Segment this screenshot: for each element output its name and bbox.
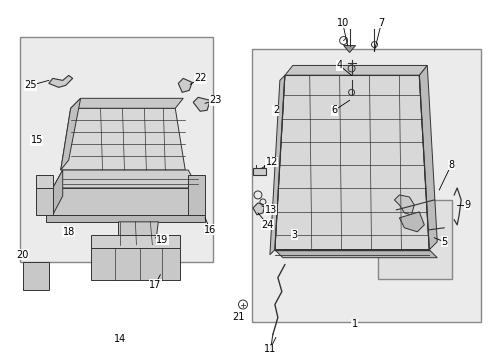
Text: 17: 17 <box>149 280 161 289</box>
Text: 24: 24 <box>261 220 274 230</box>
Text: 19: 19 <box>156 235 168 245</box>
Polygon shape <box>49 75 73 87</box>
Polygon shape <box>178 78 192 92</box>
Text: 4: 4 <box>336 60 342 71</box>
Text: 13: 13 <box>264 205 277 215</box>
Text: 14: 14 <box>114 334 126 345</box>
Text: 12: 12 <box>265 157 278 167</box>
Polygon shape <box>71 98 183 108</box>
Polygon shape <box>118 222 158 245</box>
Polygon shape <box>252 203 264 215</box>
Polygon shape <box>36 188 53 215</box>
Text: 3: 3 <box>291 230 297 240</box>
Polygon shape <box>46 215 205 222</box>
Text: 11: 11 <box>263 345 275 354</box>
Bar <box>20 37 212 262</box>
Text: 2: 2 <box>272 105 279 115</box>
Text: 10: 10 <box>336 18 348 28</box>
Text: 5: 5 <box>440 237 447 247</box>
Polygon shape <box>23 262 49 289</box>
Polygon shape <box>419 66 436 250</box>
Polygon shape <box>274 250 436 258</box>
Polygon shape <box>269 75 285 255</box>
Polygon shape <box>61 98 81 170</box>
Bar <box>378 200 450 279</box>
Polygon shape <box>188 175 205 215</box>
Polygon shape <box>394 195 413 215</box>
Polygon shape <box>36 175 53 188</box>
Polygon shape <box>53 188 198 215</box>
Text: 21: 21 <box>231 312 244 323</box>
Text: 9: 9 <box>463 200 469 210</box>
Text: 20: 20 <box>17 250 29 260</box>
Polygon shape <box>53 170 198 188</box>
Polygon shape <box>193 97 210 111</box>
Text: 6: 6 <box>331 105 337 115</box>
Text: 8: 8 <box>447 160 453 170</box>
Polygon shape <box>53 170 62 215</box>
Polygon shape <box>61 108 185 170</box>
Text: 15: 15 <box>31 135 43 145</box>
Polygon shape <box>285 66 427 75</box>
Text: 16: 16 <box>203 225 216 235</box>
Text: 22: 22 <box>194 73 206 84</box>
Bar <box>251 49 480 321</box>
Polygon shape <box>90 248 180 280</box>
Polygon shape <box>274 75 428 250</box>
Text: 23: 23 <box>208 95 221 105</box>
Text: 25: 25 <box>24 80 37 90</box>
Polygon shape <box>343 45 355 53</box>
Polygon shape <box>399 212 424 232</box>
Polygon shape <box>252 168 265 175</box>
Text: 7: 7 <box>378 18 384 28</box>
Polygon shape <box>90 235 180 248</box>
Text: 18: 18 <box>62 227 75 237</box>
Text: 1: 1 <box>351 319 357 329</box>
